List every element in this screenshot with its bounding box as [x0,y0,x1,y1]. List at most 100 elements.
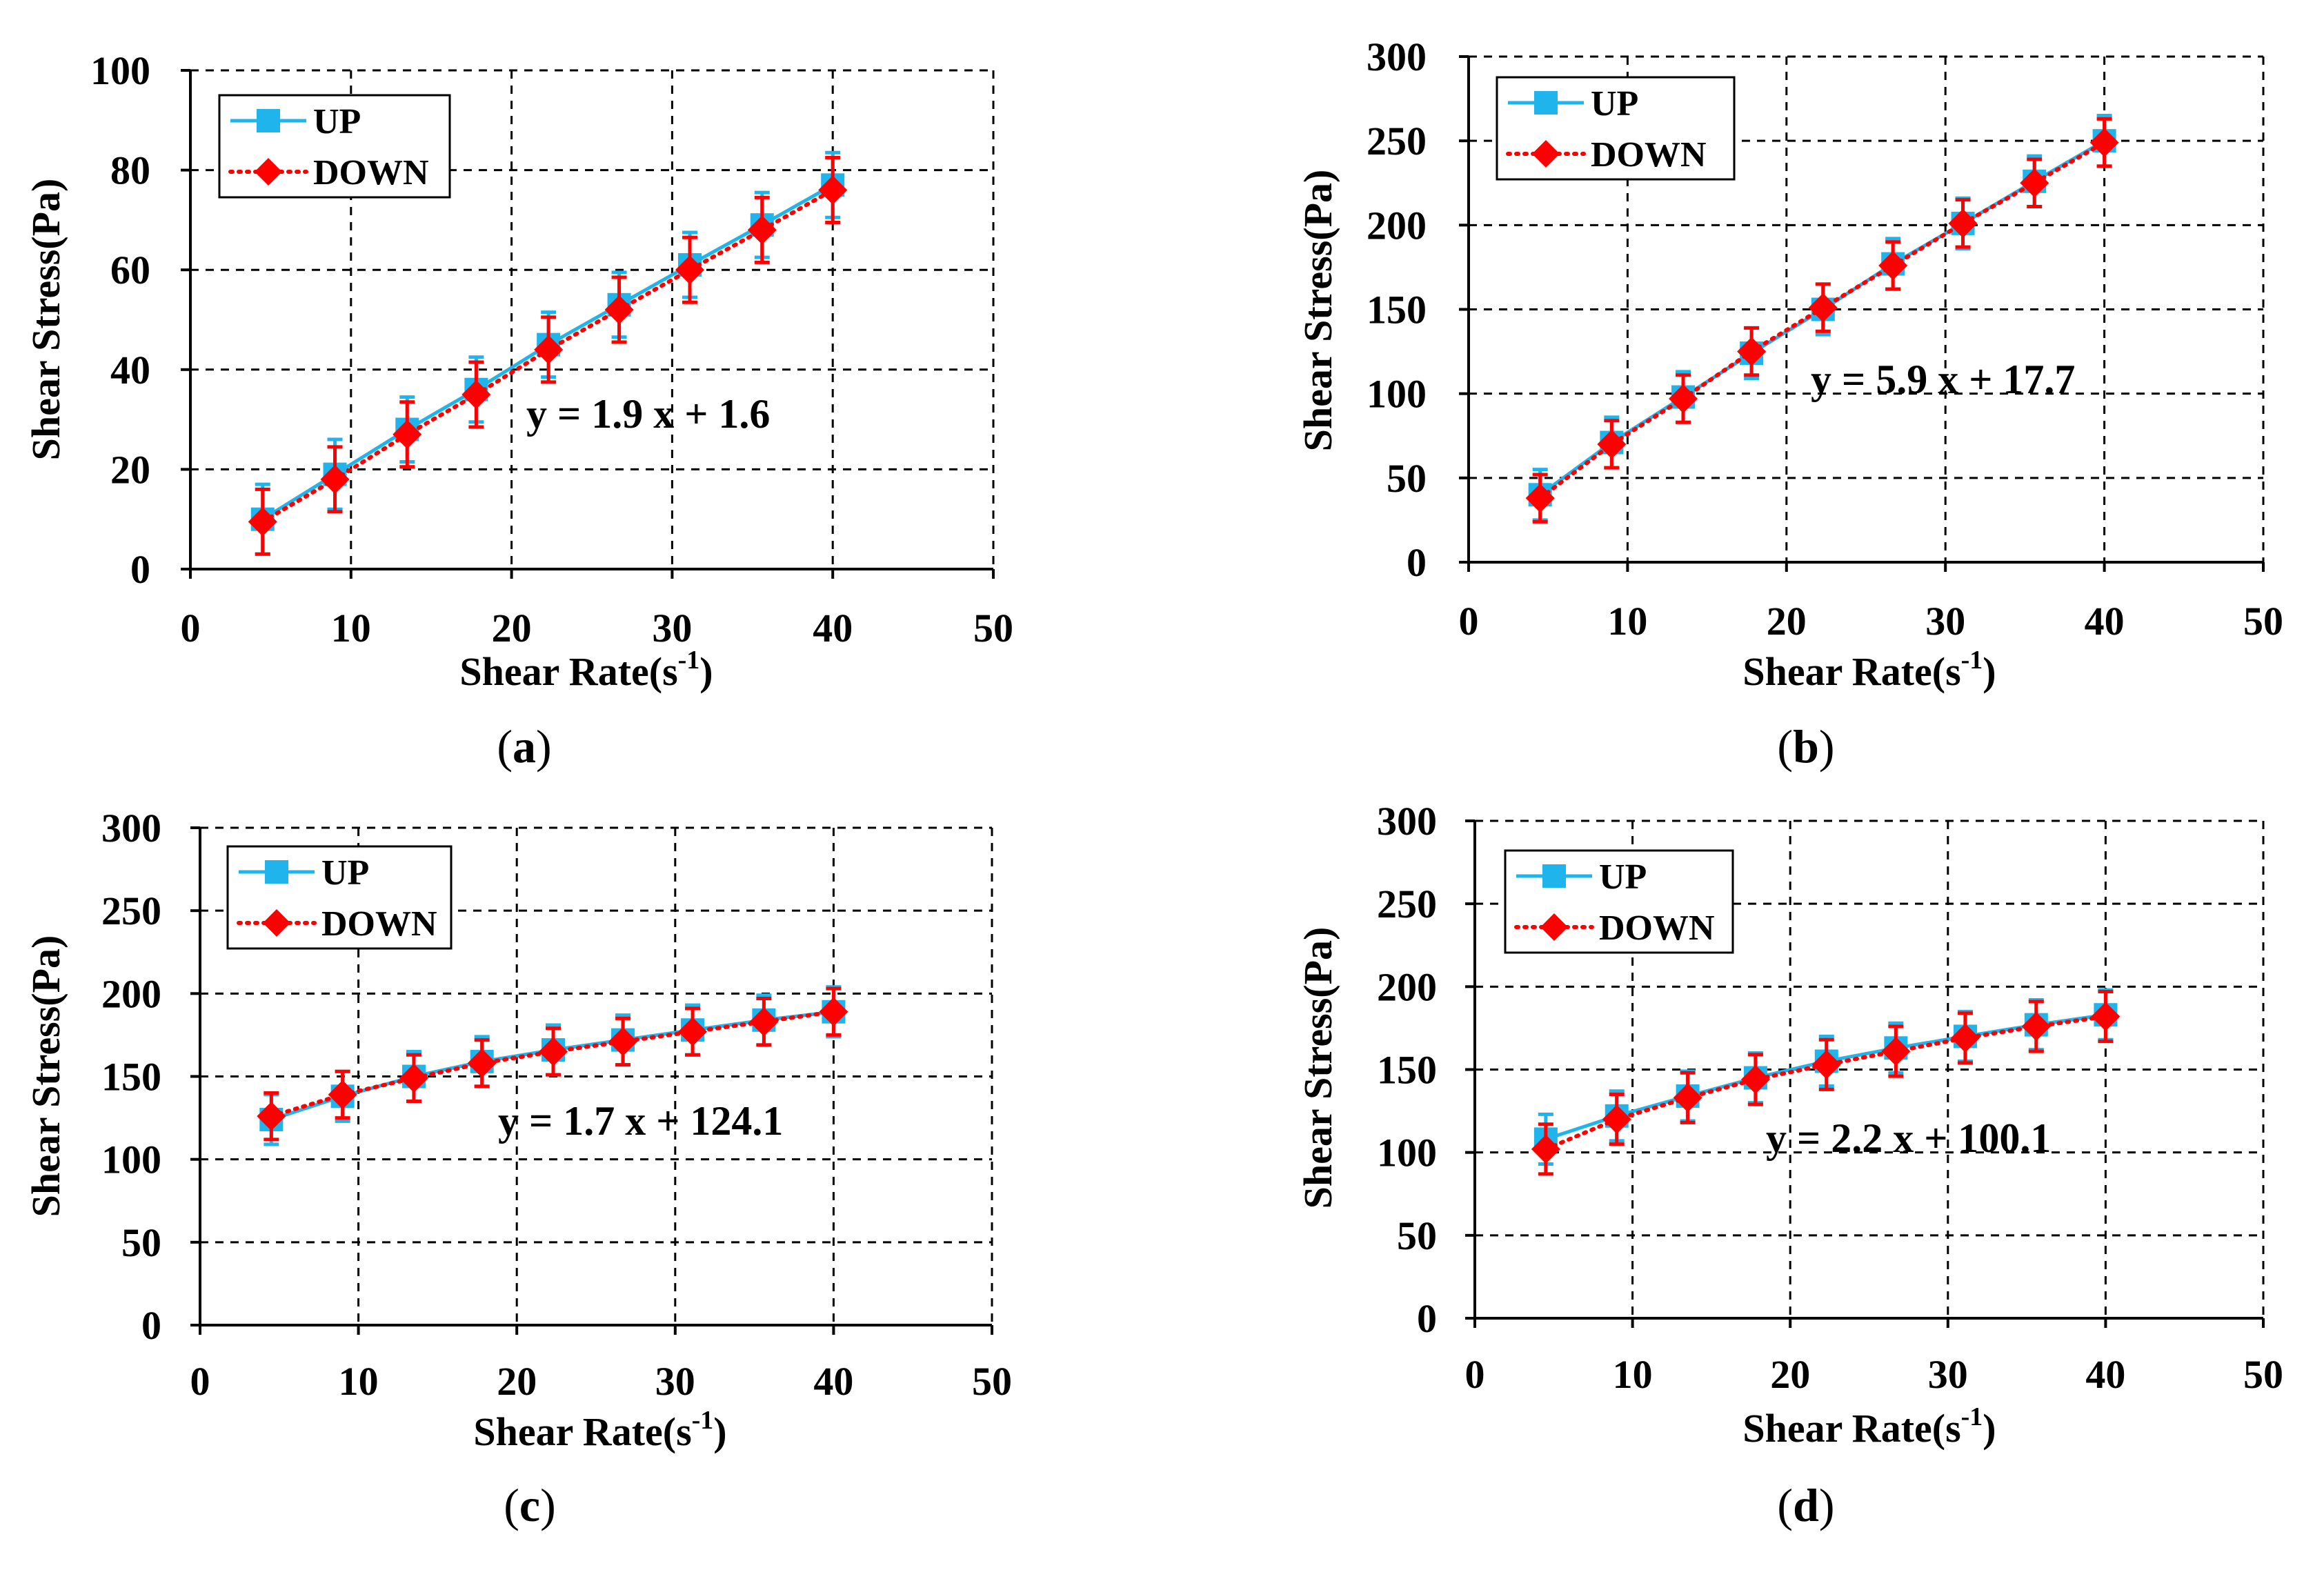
data-point-down [1525,484,1555,513]
data-point-down [747,215,777,245]
x-axis-title: Shear Rate(s-1) [1742,646,1996,694]
data-point-down [393,419,422,449]
series-down [1525,117,2119,524]
x-tick-label: 30 [655,1359,695,1404]
data-point-down [1878,250,1908,280]
y-tick-label: 150 [1377,1048,1437,1093]
legend: UP DOWN [1504,849,1734,954]
legend-label-up: UP [321,853,369,893]
legend-marker-down [1540,913,1568,941]
y-tick-label: 150 [101,1055,161,1100]
data-point-down [818,175,848,205]
panel-caption: (a) [497,720,551,773]
y-tick-label: 300 [101,806,161,851]
y-axis-title: Shear Stress(Pa) [1295,170,1340,452]
y-axis-title: Shear Stress(Pa) [23,179,68,461]
x-tick-label: 0 [190,1359,210,1404]
x-tick-label: 30 [1925,599,1965,644]
data-point-down [2091,1002,2121,1031]
x-tick-label: 0 [1459,599,1479,644]
x-tick-label: 50 [2243,1352,2283,1397]
y-tick-label: 60 [110,248,150,292]
equation-annotation: y = 2.2 x + 100.1 [1766,1115,2051,1161]
y-tick-label: 250 [1377,882,1437,926]
data-point-down [539,1037,568,1066]
chart-panel-c: 0 10 20 30 40 50 0 50 100 150 200 250 300 Shear Rate(… [23,806,1012,1531]
legend: UP DOWN [218,94,451,199]
data-point-down [1673,1083,1702,1113]
data-point-down [248,507,277,537]
x-tick-label: 10 [1613,1352,1653,1397]
panel-caption: (d) [1777,1479,1834,1531]
data-point-down [604,295,634,325]
x-tick-label: 0 [181,606,201,650]
legend-label-down: DOWN [313,153,429,192]
legend-label-down: DOWN [1591,135,1707,175]
data-point-down [678,1017,708,1046]
data-point-down [257,1102,286,1131]
x-tick-label: 10 [339,1359,379,1404]
data-point-down [534,335,564,364]
x-tick-label: 20 [1770,1352,1810,1397]
data-point-down [1740,1064,1770,1094]
equation-annotation: y = 1.7 x + 124.1 [498,1098,783,1144]
x-axis-title: Shear Rate(s-1) [473,1406,726,1454]
y-tick-label: 150 [1367,288,1427,332]
legend-label-down: DOWN [321,904,437,944]
y-tick-label: 20 [110,447,150,492]
series-down [1531,990,2121,1176]
legend-label-up: UP [1599,857,1647,897]
x-tick-label: 20 [1767,599,1807,644]
y-axis-title: Shear Stress(Pa) [1295,927,1340,1209]
y-tick-label: 100 [1377,1131,1437,1175]
legend-marker-up [1534,91,1558,115]
chart-panel-d: 0 10 20 30 40 50 0 50 100 150 200 250 300 Shear Rate(… [1295,799,2283,1531]
y-tick-label: 0 [130,547,150,592]
series-line-down [1543,1014,2108,1151]
data-point-down [1737,337,1767,366]
data-point-down [320,464,350,494]
legend-marker-up [257,109,280,132]
equation-annotation: y = 1.9 x + 1.6 [526,391,770,437]
x-tick-label: 30 [1928,1352,1968,1397]
legend: UP DOWN [1496,76,1736,181]
x-tick-label: 40 [813,1359,853,1404]
data-point-down [2021,1012,2051,1042]
data-point-down [1531,1134,1560,1164]
data-point-down [1597,429,1627,459]
legend-marker-up [265,860,288,884]
x-tick-label: 50 [972,1359,1012,1404]
x-axis-title: Shear Rate(s-1) [1742,1402,1996,1451]
data-point-down [1950,1023,1980,1053]
chart-panel-a: 0 10 20 30 40 50 0 20 40 60 80 100 Shear Rate(s-1) Sh… [23,48,1013,773]
data-point-down [1669,384,1698,413]
data-point-down [2020,168,2049,198]
y-tick-label: 250 [101,888,161,933]
y-tick-label: 0 [1417,1296,1437,1341]
data-point-down [1602,1104,1631,1134]
y-tick-label: 300 [1377,799,1437,844]
data-point-down [1881,1037,1911,1066]
data-point-down [399,1063,428,1093]
x-tick-label: 40 [2085,1352,2125,1397]
x-tick-label: 20 [497,1359,537,1404]
y-tick-label: 80 [110,148,150,193]
x-tick-label: 10 [1607,599,1647,644]
equation-annotation: y = 5.9 x + 17.7 [1811,357,2075,402]
y-tick-label: 200 [101,971,161,1016]
y-tick-label: 0 [1407,540,1427,585]
legend-label-down: DOWN [1599,908,1715,948]
legend-label-up: UP [313,102,361,141]
x-tick-label: 30 [652,606,692,650]
x-tick-label: 20 [492,606,532,650]
legend-marker-down [255,158,282,186]
y-tick-label: 200 [1367,203,1427,248]
chart-panel-b: 0 10 20 30 40 50 0 50 100 150 200 250 300 Shear Rate(… [1295,34,2283,773]
x-tick-label: 0 [1465,1352,1485,1397]
data-point-down [2089,128,2119,157]
panel-caption: (b) [1777,720,1834,773]
y-tick-label: 300 [1367,34,1427,79]
data-point-down [608,1027,638,1057]
y-tick-label: 50 [1387,456,1427,501]
